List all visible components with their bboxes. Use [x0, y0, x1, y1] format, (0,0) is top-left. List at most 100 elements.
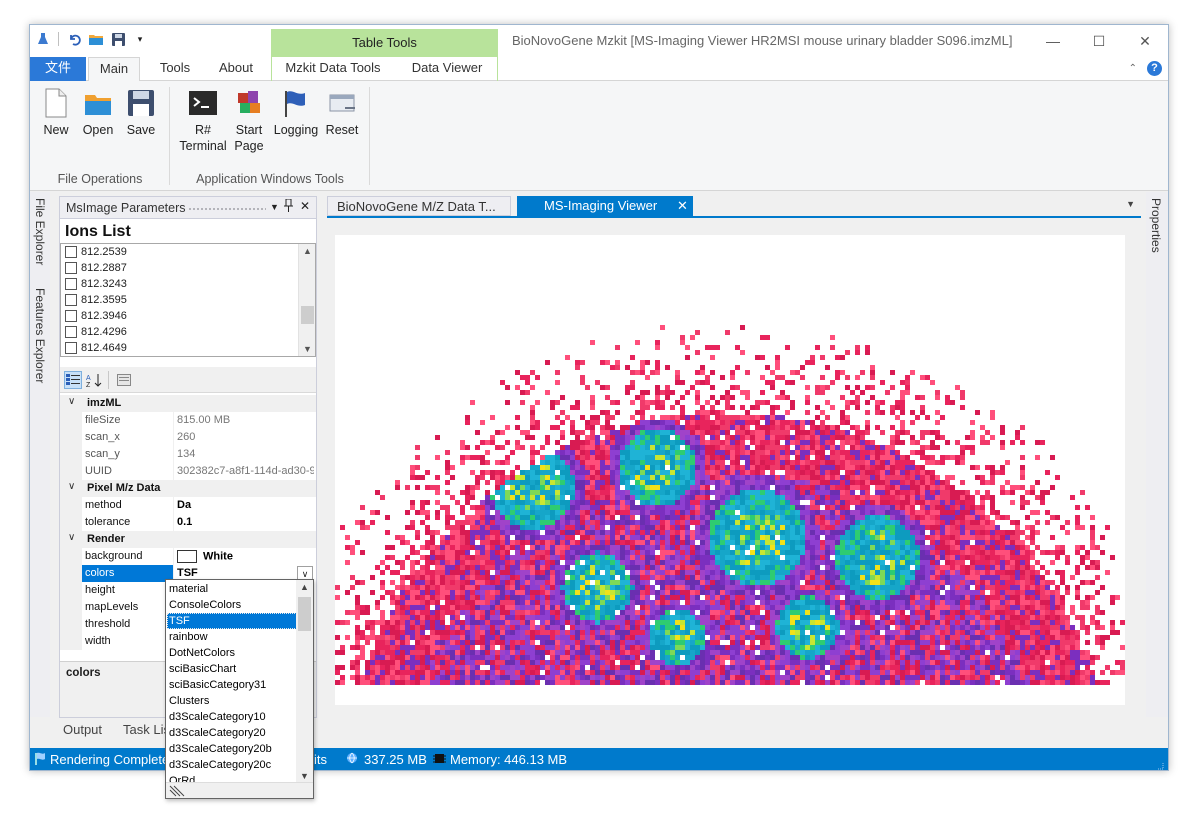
ion-checkbox[interactable]	[65, 342, 77, 354]
logging-button[interactable]: Logging	[270, 87, 322, 138]
ms-image-render	[335, 325, 1125, 685]
scroll-down-icon[interactable]: ▼	[300, 771, 309, 781]
dropdown-option[interactable]: d3ScaleCategory10	[169, 711, 266, 723]
start-page-button[interactable]: Start Page	[230, 87, 268, 154]
ion-checkbox[interactable]	[65, 294, 77, 306]
tab-about[interactable]: About	[219, 60, 253, 75]
side-tab-properties[interactable]: Properties	[1149, 198, 1163, 253]
save-button[interactable]: Save	[122, 87, 160, 138]
ion-checkbox[interactable]	[65, 278, 77, 290]
dropdown-option[interactable]: OrRd	[169, 775, 196, 783]
list-item[interactable]: 812.3946	[65, 308, 127, 324]
grid-row-filesize[interactable]: fileSize 815.00 MB	[60, 412, 316, 429]
grid-row-scan-x[interactable]: scan_x 260	[60, 429, 316, 446]
grid-category-render[interactable]: ∨ Render	[60, 531, 316, 548]
qat-customize-icon[interactable]: ▾	[137, 33, 143, 44]
grid-row-height[interactable]: height	[60, 582, 316, 599]
grid-row-background[interactable]: background White	[60, 548, 316, 565]
list-item[interactable]: 812.3595	[65, 292, 127, 308]
tab-task-list[interactable]: Task List	[123, 722, 174, 737]
doc-tab-mz-data[interactable]: BioNovoGene M/Z Data T...	[327, 196, 511, 216]
grid-row-scan-y[interactable]: scan_y 134	[60, 446, 316, 463]
reset-label: Reset	[325, 123, 359, 137]
grid-category-imzml[interactable]: ∨ imzML	[60, 395, 316, 412]
collapse-chevron-icon[interactable]: ∨	[68, 481, 76, 492]
app-flask-icon[interactable]	[36, 32, 50, 46]
tab-tools[interactable]: Tools	[159, 60, 191, 75]
ion-checkbox[interactable]	[65, 310, 77, 322]
dropdown-option[interactable]: material	[169, 583, 209, 595]
document-list-arrow-icon[interactable]: ▼	[1126, 199, 1135, 209]
list-item[interactable]: 812.3243	[65, 276, 127, 292]
undo-icon[interactable]	[67, 32, 81, 46]
open-folder-icon[interactable]	[89, 32, 103, 46]
ms-image-canvas[interactable]	[335, 235, 1125, 705]
side-tab-features-explorer[interactable]: Features Explorer	[33, 288, 47, 384]
tab-mzkit-data-tools[interactable]: Mzkit Data Tools	[285, 60, 381, 75]
list-item[interactable]: 812.4649	[65, 340, 127, 356]
scroll-thumb[interactable]	[301, 306, 314, 324]
panel-menu-arrow-icon[interactable]: ▼	[270, 202, 279, 212]
scroll-up-icon[interactable]: ▲	[303, 246, 312, 256]
panel-pin-icon[interactable]	[284, 198, 293, 215]
collapse-chevron-icon[interactable]: ∨	[68, 396, 76, 407]
tab-data-viewer[interactable]: Data Viewer	[411, 60, 483, 75]
side-tab-file-explorer[interactable]: File Explorer	[33, 198, 47, 266]
colors-value[interactable]: TSF	[177, 567, 198, 579]
dropdown-option-selected[interactable]: TSF	[167, 613, 297, 629]
r-terminal-button[interactable]: R# Terminal	[174, 87, 232, 154]
colors-dropdown-list[interactable]: material ConsoleColors TSF rainbow DotNe…	[165, 579, 314, 799]
doc-tab-close-icon[interactable]: ✕	[677, 198, 688, 213]
list-item[interactable]: 812.4296	[65, 324, 127, 340]
dropdown-option[interactable]: d3ScaleCategory20	[169, 727, 266, 739]
window-title: BioNovoGene Mzkit [MS-Imaging Viewer HR2…	[512, 33, 1013, 48]
size-grip-icon[interactable]	[1154, 758, 1164, 770]
grid-row-tolerance[interactable]: tolerance 0.1	[60, 514, 316, 531]
dropdown-scrollbar[interactable]: ▲ ▼	[296, 580, 313, 783]
close-window-button[interactable]: ✕	[1139, 32, 1151, 49]
open-button[interactable]: Open	[78, 87, 118, 138]
new-button[interactable]: New	[38, 87, 74, 138]
dropdown-option[interactable]: Clusters	[169, 695, 210, 707]
categorized-view-icon[interactable]	[64, 371, 82, 389]
property-pages-icon[interactable]	[115, 371, 133, 389]
doc-tab-ms-imaging-viewer[interactable]: MS-Imaging Viewer ✕	[517, 196, 693, 216]
help-icon[interactable]: ?	[1147, 61, 1162, 76]
dropdown-resize-grip[interactable]	[166, 782, 313, 798]
dropdown-option[interactable]: ConsoleColors	[169, 599, 242, 611]
save-disk-icon[interactable]	[111, 32, 125, 46]
tab-output[interactable]: Output	[63, 722, 103, 737]
ion-checkbox[interactable]	[65, 246, 77, 258]
list-item[interactable]: 812.2539	[65, 244, 127, 260]
collapse-chevron-icon[interactable]: ∨	[68, 532, 76, 543]
minimize-button[interactable]: —	[1046, 33, 1060, 49]
dropdown-option[interactable]: sciBasicChart	[169, 663, 237, 675]
save-disk-icon	[128, 90, 154, 116]
grid-row-method[interactable]: method Da	[60, 497, 316, 514]
maximize-button[interactable]: ☐	[1092, 32, 1106, 49]
ion-checkbox[interactable]	[65, 262, 77, 274]
grid-row-width[interactable]: width	[60, 633, 316, 650]
grid-row-uuid[interactable]: UUID 302382c7-a8f1-114d-ad30-9	[60, 463, 316, 480]
dropdown-option[interactable]: d3ScaleCategory20c	[169, 759, 272, 771]
dropdown-option[interactable]: sciBasicCategory31	[169, 679, 267, 691]
ions-list[interactable]: 812.2539 812.2887 812.3243 812.3595 812.…	[60, 243, 316, 357]
reset-button[interactable]: Reset	[322, 87, 362, 138]
tab-file[interactable]: 文件	[30, 57, 86, 81]
dropdown-option[interactable]: rainbow	[169, 631, 208, 643]
tab-main[interactable]: Main	[88, 57, 140, 82]
dropdown-option[interactable]: DotNetColors	[169, 647, 236, 659]
scroll-up-icon[interactable]: ▲	[300, 582, 309, 592]
list-item[interactable]: 812.2887	[65, 260, 127, 276]
scroll-down-icon[interactable]: ▼	[303, 344, 312, 354]
memory-chip-icon	[433, 752, 446, 768]
dropdown-option[interactable]: d3ScaleCategory20b	[169, 743, 272, 755]
grid-category-pixel-mz-data[interactable]: ∨ Pixel M/z Data	[60, 480, 316, 497]
ions-scrollbar[interactable]: ▲ ▼	[298, 244, 315, 356]
collapse-ribbon-icon[interactable]: ⌃	[1128, 63, 1137, 74]
ion-checkbox[interactable]	[65, 326, 77, 338]
scroll-thumb[interactable]	[298, 597, 311, 631]
panel-close-icon[interactable]: ✕	[300, 199, 311, 213]
